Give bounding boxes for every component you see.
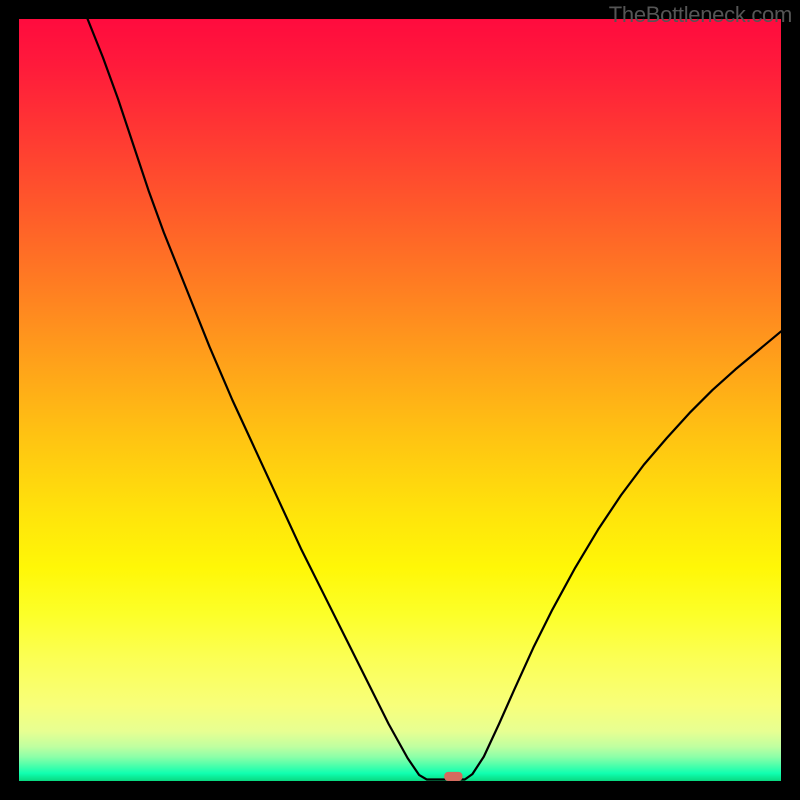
chart-container: TheBottleneck.com <box>0 0 800 800</box>
watermark-text: TheBottleneck.com <box>609 2 792 28</box>
optimal-marker <box>444 772 462 781</box>
plot-background <box>19 19 781 781</box>
bottleneck-chart <box>0 0 800 800</box>
